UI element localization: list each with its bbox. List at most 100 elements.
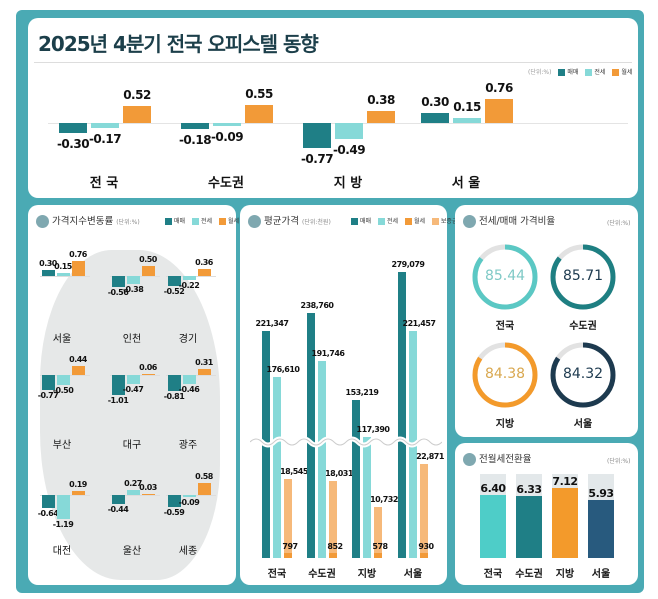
avg-category-label: 서울: [403, 569, 423, 580]
map-bar-jeonse: [183, 276, 196, 281]
ratio-value: 84.32: [562, 366, 604, 382]
map-bar-monthly: [72, 260, 85, 276]
conversion-unit: (단위:%): [607, 458, 631, 465]
map-bar-jeonse: [57, 495, 70, 519]
map-bar-jeonse: [57, 273, 70, 276]
map-bar-sale: [168, 375, 181, 392]
top-category-label: 전 국: [89, 176, 119, 191]
map-baseline: [40, 276, 90, 277]
map-city-label: 대구: [122, 440, 142, 451]
top-bar-jeonse: [213, 123, 241, 126]
avg-bar-label: 22,871: [416, 451, 444, 461]
map-bar-monthly: [142, 266, 155, 276]
ratio-category-label: 서울: [573, 419, 593, 430]
map-bar-jeonse: [183, 495, 196, 497]
legend-swatch-sale: [351, 218, 358, 225]
legend-sale: 매매: [567, 69, 579, 76]
top-bar-sale: [181, 123, 209, 129]
conversion-bar: [516, 495, 542, 558]
map-bar-label: 0.76: [69, 249, 87, 259]
average-price-title: 평균가격 (단위:천원): [248, 213, 331, 228]
ratio-value: 85.71: [562, 268, 604, 284]
avg-bar-monthly: [284, 553, 292, 558]
top-bar-label: 0.76: [485, 80, 513, 95]
legend-swatch-jeonse: [585, 69, 593, 76]
conversion-value: 7.12: [552, 475, 578, 488]
ratio-ring: [472, 342, 538, 408]
top-bar-label: 0.52: [123, 88, 151, 103]
map-bar-jeonse: [57, 375, 70, 385]
ratio-unit: (단위:%): [607, 220, 631, 227]
avg-bar-label: 18,031: [325, 469, 353, 479]
map-bar-sale: [168, 495, 181, 507]
legend-sale: 매매: [174, 218, 186, 225]
ratio-category-label: 수도권: [569, 321, 597, 332]
conversion-value: 5.93: [588, 486, 614, 500]
ratio-category-label: 전국: [495, 321, 515, 332]
page-title: 2025년 4분기 전국 오피스텔 동향: [38, 32, 319, 56]
average-price-title-text: 평균가격: [264, 216, 299, 227]
top-bar-sale: [59, 123, 87, 133]
map-bar-jeonse: [127, 489, 140, 495]
map-city-label: 경기: [178, 334, 198, 345]
map-city-label: 부산: [52, 440, 72, 451]
conversion-title-text: 전월세전환율: [479, 454, 532, 465]
map-bar-label: 0.06: [139, 362, 157, 372]
map-city-label: 울산: [122, 546, 142, 557]
top-legend: (단위:%) 매매 전세 월세: [528, 67, 632, 76]
ratio-title-text: 전세/매매 가격비율: [479, 216, 556, 227]
ratio-ring-fill: [550, 342, 616, 408]
ratio-ring: [550, 244, 616, 310]
avg-bar-label: 10,732: [370, 495, 398, 505]
avg-bar-label: 153,219: [345, 388, 379, 398]
ratio-category-label: 지방: [495, 419, 515, 430]
top-category-label: 서 울: [451, 176, 481, 191]
avg-bar-label: 117,390: [356, 425, 390, 435]
top-bar-label: 0.55: [245, 87, 273, 102]
avg-bar-label: 279,079: [391, 260, 425, 270]
map-city-label: 인천: [122, 334, 142, 345]
avg-category-label: 지방: [357, 569, 377, 580]
map-bar-jeonse: [127, 375, 140, 385]
map-bar-label: -0.09: [178, 497, 200, 507]
map-bar-sale: [112, 276, 125, 288]
conversion-title: 전월세전환율: [463, 451, 531, 466]
map-bar-jeonse: [183, 375, 196, 385]
avg-bar-monthly: [420, 553, 428, 558]
legend-monthly: 월세: [413, 218, 425, 225]
top-bar-monthly: [485, 98, 513, 123]
legend-jeonse: 전세: [200, 218, 213, 225]
map-bar-label: 0.15: [54, 262, 72, 271]
map-bar-sale: [168, 276, 181, 287]
avg-category-label: 수도권: [308, 569, 336, 580]
map-bar-sale: [112, 375, 125, 396]
map-bar-jeonse: [127, 276, 140, 284]
avg-bar-label: 221,457: [402, 318, 436, 328]
korea-map-background: [40, 250, 220, 580]
map-bar-monthly: [198, 483, 211, 495]
map-bar-label: -0.56: [107, 288, 129, 298]
map-bar-sale: [112, 495, 125, 504]
map-bar-label: -0.59: [163, 507, 185, 517]
map-bar-sale: [42, 495, 55, 508]
top-bar-label: 0.38: [367, 92, 395, 107]
legend-swatch-monthly: [404, 218, 412, 225]
avg-bar-monthly: [329, 553, 337, 558]
legend-monthly: 월세: [621, 69, 633, 76]
legend-swatch-monthly: [612, 69, 620, 76]
avg-bar-label: 18,545: [280, 467, 308, 477]
avg-bar-deposit: [374, 507, 382, 558]
price-index-legend: 매매 전세 월세: [160, 216, 239, 225]
top-bar-label: -0.77: [300, 151, 334, 166]
legend-swatch-sale: [558, 69, 566, 76]
map-bar-label: -1.01: [107, 396, 129, 406]
ratio-ring-fill: [472, 342, 538, 408]
avg-bar-deposit: [284, 479, 292, 558]
chart-icon: [248, 215, 261, 228]
map-bar-label: 0.58: [195, 472, 213, 482]
axis-break-wave: [250, 436, 442, 448]
map-bar-label: -0.44: [107, 504, 129, 514]
legend-swatch-sale: [165, 218, 172, 225]
legend-swatch-deposit: [431, 218, 439, 225]
conversion-category-label: 수도권: [515, 569, 543, 580]
